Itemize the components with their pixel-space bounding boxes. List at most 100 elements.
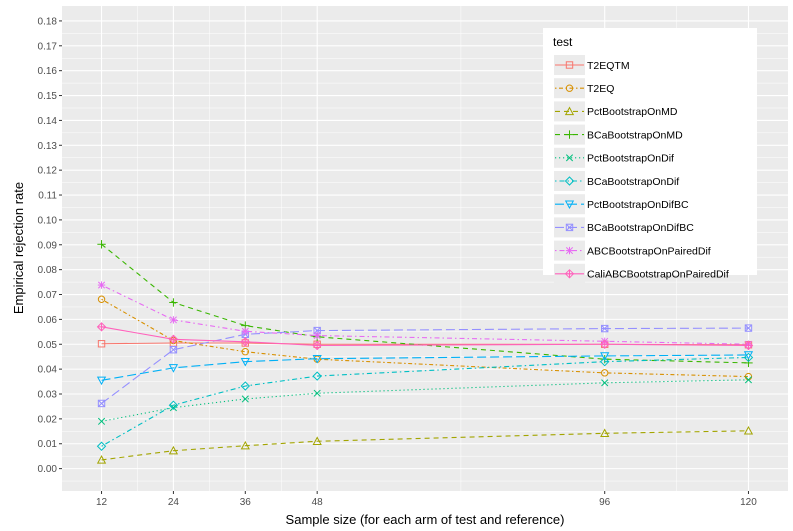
data-point bbox=[240, 337, 251, 347]
marker-stroke bbox=[564, 200, 575, 210]
y-tick-label: 0.15 bbox=[38, 91, 58, 102]
marker-stroke bbox=[565, 84, 574, 92]
y-tick-label: 0.05 bbox=[38, 340, 58, 351]
series-pctbootstrapondifbc bbox=[96, 351, 754, 386]
series-line bbox=[101, 356, 749, 447]
y-tick-label: 0.16 bbox=[38, 66, 58, 77]
y-tick-label: 0.04 bbox=[38, 365, 58, 376]
legend-key-marker bbox=[564, 176, 575, 186]
data-point bbox=[96, 455, 107, 464]
data-point bbox=[168, 364, 179, 373]
data-point bbox=[97, 399, 106, 408]
marker-stroke bbox=[313, 327, 321, 335]
marker-stroke bbox=[600, 428, 610, 437]
series-line bbox=[101, 243, 749, 364]
data-point bbox=[241, 395, 249, 403]
series-line bbox=[101, 354, 749, 381]
data-point bbox=[599, 356, 610, 367]
marker-stroke bbox=[312, 371, 322, 381]
series-line bbox=[101, 326, 749, 347]
data-point bbox=[313, 331, 321, 340]
marker-stroke bbox=[312, 436, 322, 445]
marker-stroke bbox=[601, 379, 609, 387]
data-point bbox=[169, 298, 178, 307]
marker-stroke bbox=[565, 61, 574, 69]
data-point bbox=[97, 281, 106, 289]
marker-stroke bbox=[169, 346, 178, 354]
series-line bbox=[101, 430, 749, 461]
legend-key-background bbox=[554, 171, 585, 191]
legend-item-pctbootstrapondifbc: PctBootstrapOnDifBC bbox=[554, 194, 689, 215]
legend-label: ABCBootstrapOnPairedDif bbox=[587, 245, 711, 257]
data-point bbox=[601, 324, 609, 333]
series-layer bbox=[96, 240, 754, 464]
data-point bbox=[96, 376, 107, 386]
marker-stroke bbox=[168, 445, 179, 455]
legend-key-marker bbox=[565, 130, 574, 139]
data-point bbox=[96, 441, 107, 451]
marker-stroke bbox=[168, 364, 179, 373]
y-tick-label: 0.00 bbox=[38, 464, 58, 475]
marker-stroke bbox=[599, 356, 610, 367]
marker-stroke bbox=[743, 351, 754, 360]
marker-stroke bbox=[600, 352, 610, 361]
marker-stroke bbox=[601, 324, 609, 333]
marker-stroke bbox=[240, 357, 250, 367]
marker-stroke bbox=[565, 154, 574, 162]
marker-stroke bbox=[169, 404, 177, 412]
data-point bbox=[169, 346, 178, 354]
legend-label: BCaBootstrapOnDif bbox=[587, 176, 679, 188]
marker-stroke bbox=[744, 376, 753, 384]
legend-key-marker bbox=[565, 246, 574, 255]
y-tick-label: 0.10 bbox=[38, 215, 58, 226]
y-axis-title: Empirical rejection rate bbox=[11, 182, 26, 314]
data-point bbox=[599, 339, 610, 349]
legend-item-bcabootstrapondif: BCaBootstrapOnDif bbox=[554, 171, 679, 191]
data-point bbox=[313, 389, 321, 397]
data-point bbox=[241, 348, 249, 356]
legend-label: BCaBootstrapOnDifBC bbox=[587, 222, 694, 234]
x-tick-label: 96 bbox=[599, 497, 611, 508]
data-point bbox=[743, 351, 754, 360]
legend-item-bcabootstrapondifbc: BCaBootstrapOnDifBC bbox=[554, 217, 694, 238]
legend-label: PctBootstrapOnDifBC bbox=[587, 199, 689, 211]
series-caliabcbootstraponpaireddif bbox=[96, 322, 754, 351]
marker-stroke bbox=[743, 352, 754, 363]
legend-key-marker bbox=[564, 269, 575, 279]
data-point bbox=[97, 295, 106, 303]
marker-stroke bbox=[564, 176, 575, 186]
legend-items: T2EQTM T2EQ PctBootstrapOnMD BCaBootstrapOn… bbox=[554, 55, 729, 284]
marker-stroke bbox=[96, 376, 107, 386]
legend-key-background bbox=[554, 101, 585, 122]
data-point bbox=[312, 436, 322, 445]
data-point bbox=[744, 376, 753, 384]
data-point bbox=[97, 417, 106, 425]
marker-stroke bbox=[97, 399, 106, 408]
marker-stroke bbox=[565, 223, 574, 231]
marker-stroke bbox=[241, 348, 249, 356]
legend-item-t2eqtm: T2EQTM bbox=[554, 55, 630, 75]
y-tick-label: 0.12 bbox=[38, 166, 58, 177]
legend-label: PctBootstrapOnMD bbox=[587, 106, 678, 118]
series-line bbox=[101, 284, 749, 345]
x-tick-label: 48 bbox=[312, 497, 324, 508]
data-point bbox=[240, 381, 251, 391]
data-point bbox=[744, 358, 753, 368]
marker-stroke bbox=[97, 399, 106, 408]
data-point bbox=[312, 340, 322, 351]
marker-stroke bbox=[743, 425, 754, 435]
y-tick-label: 0.17 bbox=[38, 41, 58, 52]
marker-stroke bbox=[168, 400, 179, 410]
y-tick-label: 0.14 bbox=[38, 116, 58, 127]
marker-stroke bbox=[601, 325, 609, 333]
data-point bbox=[600, 428, 610, 437]
y-tick-label: 0.08 bbox=[38, 265, 58, 276]
data-point bbox=[601, 379, 609, 387]
legend-item-pctbootstrapondif: PctBootstrapOnDif bbox=[554, 147, 674, 168]
marker-stroke bbox=[601, 369, 609, 377]
x-tick-label: 24 bbox=[168, 497, 180, 508]
data-point bbox=[168, 334, 179, 344]
y-tick-label: 0.11 bbox=[38, 191, 57, 202]
y-tick-label: 0.02 bbox=[38, 414, 58, 425]
